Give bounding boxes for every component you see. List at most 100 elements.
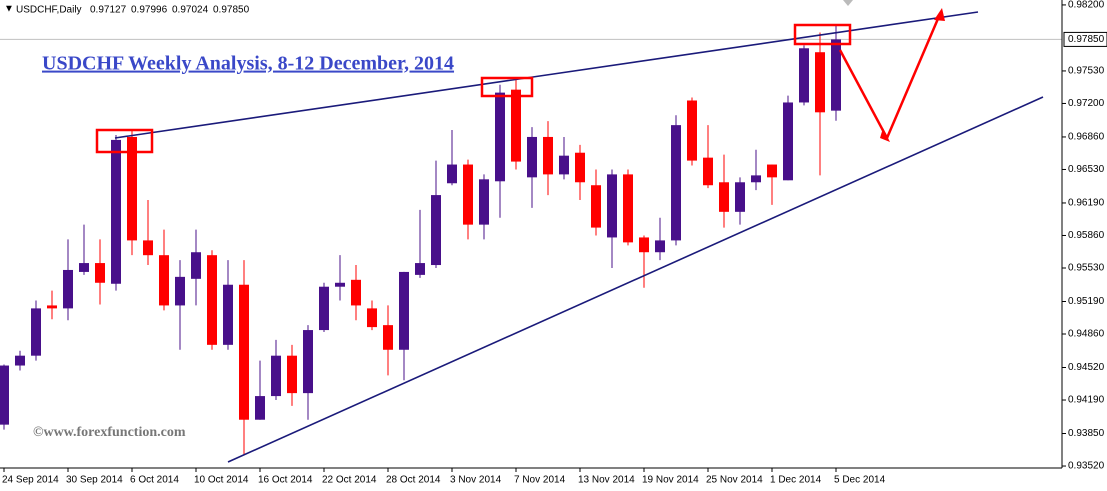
y-tick-label: 0.95530	[1068, 263, 1105, 274]
candle-body	[159, 255, 169, 306]
candle-body	[735, 182, 745, 212]
candle-body	[15, 355, 25, 366]
y-tick-label: 0.93520	[1068, 461, 1105, 472]
candle-body	[751, 175, 761, 183]
candle-body	[463, 164, 473, 225]
candle-body	[95, 263, 105, 283]
candle-body	[639, 237, 649, 253]
last-price-label: 0.97850	[1068, 34, 1105, 45]
candle-body	[495, 92, 505, 182]
candle-body	[831, 39, 841, 111]
candle-body	[719, 182, 729, 212]
y-tick-label: 0.94190	[1068, 395, 1105, 406]
candle-body	[783, 102, 793, 181]
candle-body	[623, 174, 633, 243]
highlight-box	[95, 128, 154, 154]
header-close: 0.97850	[213, 5, 250, 16]
candle-body	[303, 330, 313, 394]
candle-body	[703, 157, 713, 186]
marker	[843, 0, 853, 6]
candle-body	[591, 185, 601, 228]
x-tick-label: 16 Oct 2014	[258, 475, 313, 486]
chart-title: USDCHF Weekly Analysis, 8-12 December, 2…	[42, 53, 454, 75]
resistance-line	[114, 11, 979, 139]
candle-body	[671, 125, 681, 241]
y-tick-label: 0.97200	[1068, 98, 1105, 109]
x-tick-label: 5 Dec 2014	[834, 475, 886, 486]
y-tick-label: 0.97530	[1068, 66, 1105, 77]
x-tick-label: 24 Sep 2014	[2, 475, 59, 486]
header-open: 0.97127	[90, 5, 127, 16]
candle-body	[271, 355, 281, 397]
candle-body	[415, 263, 425, 275]
x-tick-label: 6 Oct 2014	[130, 475, 179, 486]
candle-body	[79, 263, 89, 272]
candle-body	[479, 179, 489, 225]
y-tick-label: 0.96530	[1068, 164, 1105, 175]
candle-body	[383, 325, 393, 350]
highlight-box	[480, 76, 534, 98]
candle-body	[0, 365, 9, 425]
candle-body	[191, 252, 201, 279]
support-line	[227, 96, 1044, 463]
x-tick-label: 25 Nov 2014	[706, 475, 763, 486]
candle-body	[607, 174, 617, 238]
y-tick-label: 0.96190	[1068, 198, 1105, 209]
candle-body	[527, 136, 537, 178]
y-tick-label: 0.96860	[1068, 132, 1105, 143]
candle-body	[63, 269, 73, 309]
y-tick-label: 0.94860	[1068, 329, 1105, 340]
x-tick-label: 13 Nov 2014	[578, 475, 635, 486]
candle-body	[367, 308, 377, 328]
candle-body	[47, 305, 57, 309]
candle-body	[239, 284, 249, 420]
x-tick-label: 30 Sep 2014	[66, 475, 123, 486]
y-tick-label: 0.94520	[1068, 362, 1105, 373]
x-tick-label: 22 Oct 2014	[322, 475, 377, 486]
x-tick-label: 3 Nov 2014	[450, 475, 502, 486]
candle-body	[111, 139, 121, 284]
candle-body	[287, 355, 297, 394]
plot-area	[0, 25, 1062, 456]
candle-body	[431, 195, 441, 266]
arrow-head	[934, 8, 945, 21]
candle-body	[175, 276, 185, 306]
header-arrow: ▼	[4, 4, 14, 15]
candle-body	[127, 136, 137, 241]
candle-body	[335, 282, 345, 287]
y-tick-label: 0.98200	[1068, 0, 1105, 11]
header-low: 0.97024	[172, 5, 209, 16]
y-tick-label: 0.93850	[1068, 428, 1105, 439]
x-tick-label: 10 Oct 2014	[194, 475, 249, 486]
candle-body	[319, 286, 329, 331]
candle-body	[655, 240, 665, 253]
candle-body	[223, 284, 233, 345]
header-symbol: USDCHF,Daily	[16, 5, 82, 16]
x-tick-label: 28 Oct 2014	[386, 475, 441, 486]
candle-body	[687, 100, 697, 161]
last-price-box	[1063, 31, 1107, 47]
candle-body	[31, 308, 41, 356]
x-tick-label: 19 Nov 2014	[642, 475, 699, 486]
watermark: ©www.forexfunction.com	[33, 425, 186, 440]
y-tick-label: 0.95860	[1068, 230, 1105, 241]
candle-body	[207, 255, 217, 345]
candle-body	[767, 164, 777, 178]
x-tick-label: 1 Dec 2014	[770, 475, 822, 486]
candle-body	[559, 155, 569, 175]
candle-body	[575, 152, 585, 183]
candle-body	[143, 240, 153, 256]
candle-body	[351, 279, 361, 306]
candle-body	[255, 396, 265, 420]
candle-body	[511, 89, 521, 162]
candle-body	[399, 271, 409, 350]
x-tick-label: 7 Nov 2014	[514, 475, 566, 486]
arrow-head	[880, 128, 890, 142]
y-tick-label: 0.95190	[1068, 296, 1105, 307]
header-high: 0.97996	[131, 5, 168, 16]
candle-body	[543, 136, 553, 175]
candle-body	[447, 164, 457, 184]
candle-body	[815, 52, 825, 113]
